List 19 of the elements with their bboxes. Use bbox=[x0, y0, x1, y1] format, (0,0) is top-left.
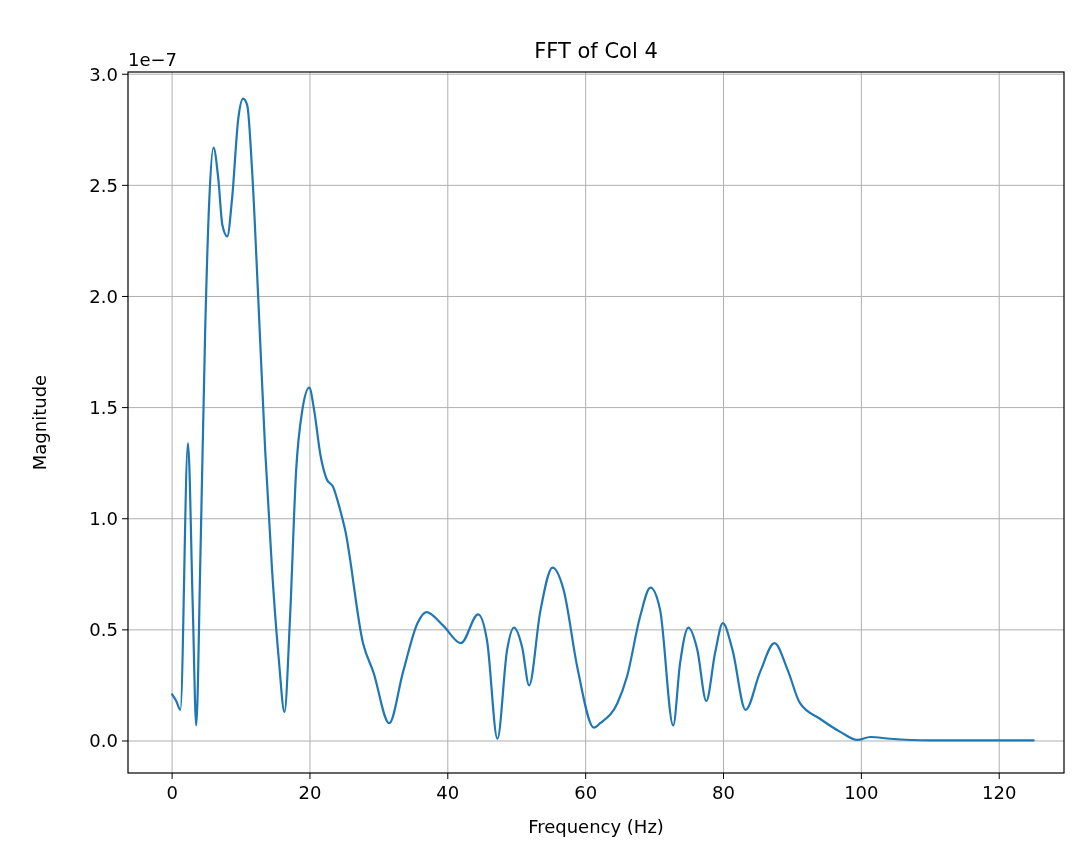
x-tick-label: 100 bbox=[844, 782, 879, 803]
x-tick-label: 80 bbox=[712, 782, 735, 803]
y-tick-label: 2.5 bbox=[89, 174, 118, 196]
y-tick-label: 2.0 bbox=[89, 285, 118, 307]
x-tick-label: 0 bbox=[166, 782, 178, 803]
y-tick-label: 1.5 bbox=[89, 396, 118, 418]
x-axis-title: Frequency (Hz) bbox=[528, 816, 664, 837]
line-series bbox=[171, 97, 1035, 742]
y-tick-label: 0.5 bbox=[89, 619, 118, 641]
y-axis-title: Magnitude bbox=[29, 374, 50, 471]
y-tick-label: 0.0 bbox=[89, 730, 118, 752]
text: 1e−7 bbox=[128, 49, 178, 70]
chart-title: FFT of Col 4 bbox=[534, 39, 658, 63]
y-tick-label: 3.0 bbox=[89, 63, 118, 85]
x-tick-label: 20 bbox=[298, 782, 322, 803]
x-tick-label: 40 bbox=[436, 782, 460, 803]
y-tick-label: 1.0 bbox=[89, 508, 118, 530]
x-tick-label: 120 bbox=[982, 782, 1017, 803]
x-tick-label: 60 bbox=[574, 782, 598, 803]
